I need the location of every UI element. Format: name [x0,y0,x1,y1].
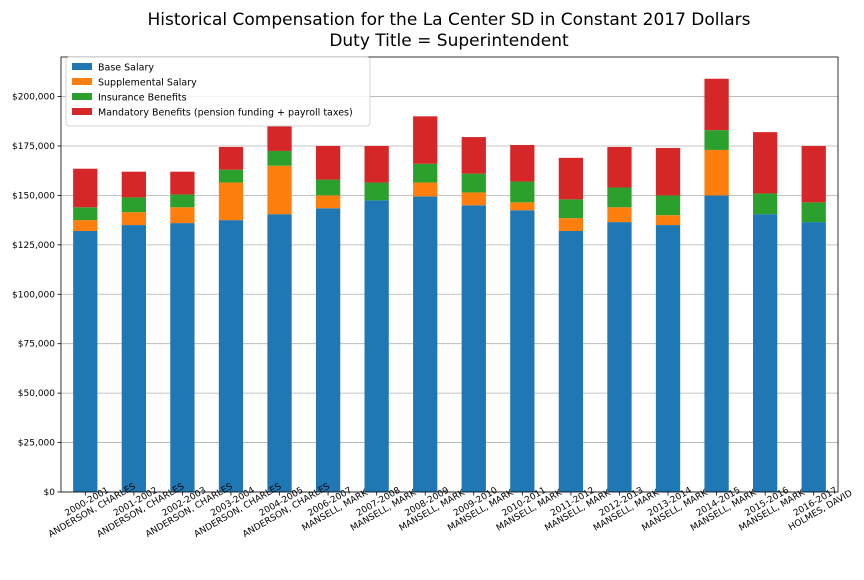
bar-base-salary [801,222,826,492]
bar-mandatory-benefits-pension-funding-payroll-taxes [218,146,244,170]
bar-base-salary [655,225,681,492]
legend-label: Base Salary [98,63,154,74]
y-tick-label: $200,000 [12,93,55,103]
bar-supplemental-salary [315,195,341,209]
legend-box [65,56,371,127]
bar-supplemental-salary [121,212,146,226]
bar-base-salary [558,231,584,492]
plot-frame [60,56,839,493]
bar-mandatory-benefits-pension-funding-payroll-taxes [121,171,146,198]
bar-insurance-benefits [607,187,632,208]
chart-title: Historical Compensation for the La Cente… [147,10,750,30]
bar-insurance-benefits [73,207,98,221]
legend-swatch [72,78,92,85]
bar-supplemental-salary [267,165,292,215]
bar-mandatory-benefits-pension-funding-payroll-taxes [655,147,681,196]
bar-base-salary [121,225,146,492]
bar-supplemental-salary [413,182,438,197]
bar-base-salary [218,220,244,492]
y-tick-label: $0 [44,488,56,498]
bar-supplemental-salary [607,207,632,223]
bar-mandatory-benefits-pension-funding-payroll-taxes [704,78,729,131]
legend-label: Supplemental Salary [98,78,197,89]
legend: Base Salary Supplemental Salary Insurance … [65,56,371,127]
bar-insurance-benefits [510,181,535,203]
y-tick-label: $125,000 [12,241,55,251]
bar-base-salary [461,205,486,492]
bar-base-salary [315,208,341,493]
bar-mandatory-benefits-pension-funding-payroll-taxes [170,171,195,195]
bar-base-salary [510,210,535,492]
chart-subtitle: Duty Title = Superintendent [329,31,569,51]
bar-mandatory-benefits-pension-funding-payroll-taxes [267,126,292,151]
bar-insurance-benefits [704,130,729,150]
bar-mandatory-benefits-pension-funding-payroll-taxes [753,132,778,194]
bars-layer [73,78,826,493]
legend-label: Mandatory Benefits (pension funding + pa… [98,108,353,119]
bar-supplemental-salary [704,149,729,196]
bar-base-salary [753,214,778,492]
y-tick-label: $50,000 [18,389,55,399]
bar-mandatory-benefits-pension-funding-payroll-taxes [558,157,584,200]
bar-insurance-benefits [170,194,195,208]
bar-insurance-benefits [413,163,438,183]
bar-mandatory-benefits-pension-funding-payroll-taxes [315,145,341,180]
y-tick-label: $175,000 [12,142,55,152]
bar-supplemental-salary [461,192,486,206]
legend-label: Insurance Benefits [98,93,187,104]
y-tick-label: $25,000 [18,439,55,449]
bar-supplemental-salary [218,182,244,221]
bar-base-salary [364,200,389,492]
bar-insurance-benefits [461,173,486,193]
y-tick-label: $100,000 [12,290,55,300]
bar-base-salary [170,223,195,492]
bar-insurance-benefits [267,150,292,166]
bar-mandatory-benefits-pension-funding-payroll-taxes [607,146,632,188]
bar-supplemental-salary [655,215,681,226]
y-tick-label: $150,000 [12,191,55,201]
bar-base-salary [73,231,98,492]
bar-supplemental-salary [170,207,195,224]
bar-insurance-benefits [801,202,826,223]
bar-insurance-benefits [753,193,778,215]
legend-swatch [72,108,92,115]
bar-supplemental-salary [73,220,98,231]
bar-mandatory-benefits-pension-funding-payroll-taxes [73,168,98,208]
bar-insurance-benefits [558,199,584,219]
legend-swatch [72,63,92,70]
bar-base-salary [607,222,632,492]
bar-mandatory-benefits-pension-funding-payroll-taxes [364,145,389,183]
bar-insurance-benefits [655,195,681,216]
legend-swatch [72,93,92,100]
bar-mandatory-benefits-pension-funding-payroll-taxes [801,145,826,203]
bar-insurance-benefits [364,182,389,201]
bar-supplemental-salary [510,202,535,211]
bar-insurance-benefits [121,197,146,213]
y-tick-label: $75,000 [18,340,55,350]
bar-mandatory-benefits-pension-funding-payroll-taxes [461,137,486,174]
bar-base-salary [267,214,292,492]
bar-base-salary [413,196,438,493]
bar-supplemental-salary [558,218,584,231]
bar-insurance-benefits [315,179,341,196]
bar-mandatory-benefits-pension-funding-payroll-taxes [510,144,535,182]
bar-mandatory-benefits-pension-funding-payroll-taxes [413,116,438,164]
bar-insurance-benefits [218,169,244,183]
bar-base-salary [704,195,729,492]
